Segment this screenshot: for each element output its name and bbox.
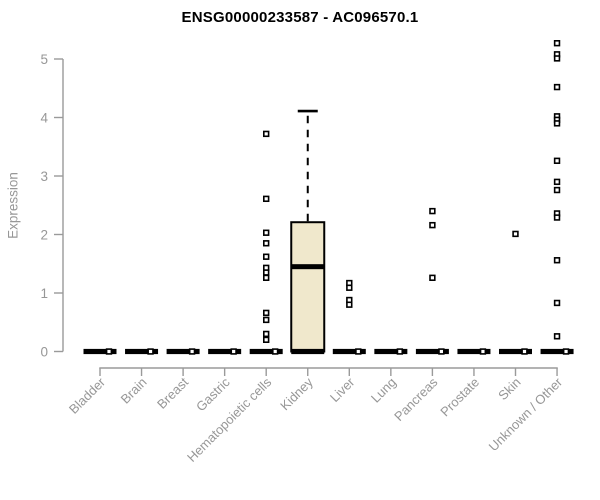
y-tick-label: 4 — [40, 110, 48, 125]
x-tick-label: Skin — [495, 375, 523, 403]
zero-value-bar — [249, 348, 283, 355]
x-tick-label: Gastric — [193, 374, 233, 414]
y-tick-label: 3 — [40, 169, 48, 184]
outlier-point — [230, 348, 237, 355]
x-tick-label: Bladder — [66, 374, 109, 417]
x-tick-label: Lung — [368, 375, 399, 406]
outlier-point — [429, 274, 436, 281]
zero-value-bar — [125, 348, 159, 355]
x-tick-label: Prostate — [437, 375, 482, 420]
y-tick-label: 5 — [40, 52, 48, 67]
outlier-point — [147, 348, 154, 355]
outlier-point — [262, 316, 270, 324]
outlier-point — [553, 120, 561, 127]
outlier-point — [512, 230, 519, 238]
outlier-point — [346, 301, 353, 308]
chart-title: ENSG00000233587 - AC096570.1 — [181, 9, 419, 26]
outlier-point — [346, 284, 353, 291]
zero-value-bar — [208, 348, 242, 355]
outlier-point — [262, 253, 270, 260]
outlier-point — [262, 229, 270, 236]
outlier-point — [262, 309, 270, 317]
x-tick-label: Brain — [118, 375, 150, 407]
x-tick-label: Pancreas — [391, 374, 441, 424]
zero-value-bar — [83, 348, 117, 355]
outlier-point — [438, 348, 445, 355]
outlier-point — [262, 240, 270, 247]
outlier-point — [262, 274, 270, 281]
zero-value-bar — [457, 348, 491, 355]
outlier-point — [479, 348, 487, 355]
outlier-point — [355, 348, 362, 355]
outlier-point — [105, 348, 113, 355]
outlier-point — [521, 348, 528, 355]
zero-value-bar — [332, 348, 366, 355]
zero-value-bar — [499, 348, 532, 355]
outlier-point — [553, 55, 561, 62]
outlier-point — [553, 40, 561, 47]
zero-value-bar — [415, 348, 449, 355]
outlier-point — [553, 214, 561, 221]
outlier-point — [553, 83, 561, 91]
y-tick-label: 0 — [40, 344, 48, 359]
x-tick-label: Kidney — [277, 374, 316, 413]
outlier-point — [429, 207, 436, 215]
outlier-point — [262, 336, 270, 343]
outlier-point — [262, 269, 270, 276]
outlier-point — [262, 130, 270, 138]
outlier-point — [553, 257, 561, 264]
outlier-point — [553, 178, 561, 186]
median-line — [291, 264, 325, 270]
outlier-point — [553, 157, 561, 164]
x-tick-label: Unknown / Other — [486, 374, 566, 454]
outlier-point — [553, 333, 561, 340]
y-tick-label: 2 — [40, 227, 48, 242]
outlier-point — [396, 348, 404, 355]
outlier-point — [429, 221, 436, 229]
outlier-point — [553, 186, 561, 194]
outlier-point — [562, 348, 570, 355]
outlier-point — [262, 195, 270, 203]
x-tick-label: Liver — [327, 374, 358, 405]
zero-value-bar — [166, 348, 200, 355]
outlier-point — [271, 348, 279, 355]
zero-value-bar — [374, 348, 408, 355]
outlier-point — [553, 299, 561, 307]
y-tick-label: 1 — [40, 286, 48, 301]
outlier-point — [262, 330, 270, 338]
zero-value-bar — [540, 348, 574, 355]
outlier-point — [188, 348, 196, 355]
zero-value-bar — [291, 348, 325, 355]
box-rect — [290, 221, 326, 353]
x-tick-label: Breast — [154, 374, 191, 411]
